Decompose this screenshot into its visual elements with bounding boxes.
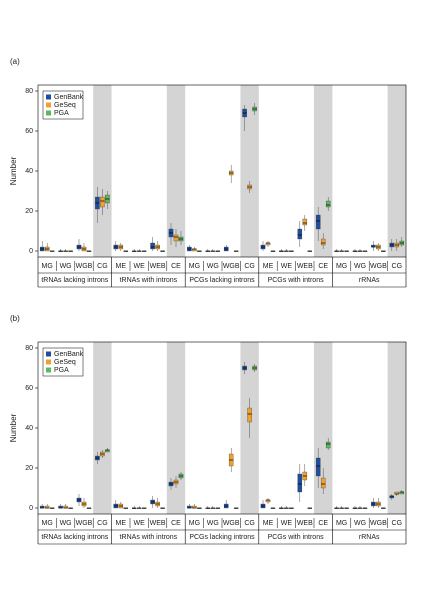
x-tick-label: ME: [263, 263, 274, 270]
x-tick-label: WGB: [370, 263, 387, 270]
x-tick-label: WGB: [223, 263, 240, 270]
x-tick-label: WGB: [76, 520, 93, 527]
legend-swatch: [46, 351, 51, 357]
box: [173, 234, 179, 242]
box: [315, 457, 321, 477]
x-tick-label: WG: [354, 520, 366, 527]
x-tick-label: MG: [42, 263, 53, 270]
panel-label: (a): [10, 57, 20, 66]
legend-swatch: [46, 102, 51, 108]
x-tick-label: MG: [189, 263, 200, 270]
y-tick-label: 0: [29, 505, 33, 512]
group-label: rRNAs: [359, 277, 380, 284]
y-tick-label: 0: [29, 248, 33, 255]
shade: [240, 85, 259, 257]
y-axis-label: Number: [9, 413, 18, 442]
legend-swatch: [46, 94, 51, 100]
shade: [387, 85, 406, 257]
panel-label: (b): [10, 314, 20, 323]
y-tick-label: 80: [25, 345, 33, 352]
legend-swatch: [46, 367, 51, 373]
x-tick-label: WG: [207, 263, 219, 270]
box: [315, 214, 321, 230]
legend-swatch: [46, 110, 51, 116]
box: [247, 407, 252, 423]
y-tick-label: 20: [25, 208, 33, 215]
x-tick-label: WG: [207, 520, 219, 527]
group-label: tRNAs lacking introns: [41, 534, 108, 541]
x-tick-label: WEB: [150, 520, 166, 527]
x-tick-label: WGB: [370, 520, 387, 527]
group-label: tRNAs lacking introns: [41, 277, 108, 284]
x-tick-label: WG: [60, 520, 72, 527]
legend-label: GeSeq: [54, 102, 76, 109]
group-label: PCGs with introns: [268, 534, 325, 541]
x-tick-label: WG: [60, 263, 72, 270]
x-tick-label: ME: [116, 520, 127, 527]
x-tick-label: WEB: [297, 263, 313, 270]
y-tick-label: 40: [25, 168, 33, 175]
x-tick-label: WE: [281, 520, 293, 527]
y-tick-label: 40: [25, 425, 33, 432]
x-tick-label: MG: [336, 263, 347, 270]
x-tick-label: WG: [354, 263, 366, 270]
x-tick-label: CG: [244, 520, 255, 527]
x-tick-label: CE: [171, 263, 181, 270]
group-label: PCGs lacking introns: [189, 534, 255, 541]
shade: [314, 85, 333, 257]
x-tick-label: CG: [244, 263, 255, 270]
x-tick-label: WGB: [223, 520, 240, 527]
x-tick-label: WEB: [150, 263, 166, 270]
x-tick-label: MG: [336, 520, 347, 527]
box: [325, 200, 331, 208]
legend-label: GeSeq: [54, 359, 76, 366]
y-tick-label: 20: [25, 465, 33, 472]
x-tick-label: CG: [392, 520, 403, 527]
box: [302, 218, 308, 226]
legend-label: PGA: [54, 110, 69, 117]
box: [325, 441, 331, 449]
box: [150, 242, 155, 250]
x-tick-label: CG: [392, 263, 403, 270]
x-tick-label: CG: [97, 520, 108, 527]
legend-swatch: [46, 359, 51, 365]
box: [320, 238, 326, 246]
shade: [166, 342, 186, 514]
shade: [166, 85, 186, 257]
x-tick-label: CE: [171, 520, 181, 527]
box: [297, 228, 303, 240]
group-label: PCGs lacking introns: [189, 277, 255, 284]
x-tick-label: ME: [263, 520, 274, 527]
box: [320, 477, 326, 489]
shade: [93, 342, 112, 514]
legend-label: GenBank: [54, 351, 84, 358]
shade: [93, 85, 112, 257]
x-tick-label: WE: [281, 263, 293, 270]
y-axis-label: Number: [9, 156, 18, 185]
group-label: PCGs with introns: [268, 277, 325, 284]
x-tick-label: WE: [134, 263, 146, 270]
legend-label: GenBank: [54, 94, 84, 101]
y-tick-label: 60: [25, 128, 33, 135]
x-tick-label: CE: [318, 520, 328, 527]
x-tick-label: CE: [318, 263, 328, 270]
x-tick-label: CG: [97, 263, 108, 270]
x-tick-label: MG: [42, 520, 53, 527]
box: [297, 473, 303, 493]
legend-label: PGA: [54, 367, 69, 374]
x-tick-label: WE: [134, 520, 146, 527]
y-tick-label: 80: [25, 88, 33, 95]
x-tick-label: WEB: [297, 520, 313, 527]
shade: [387, 342, 406, 514]
x-tick-label: ME: [116, 263, 127, 270]
box: [100, 196, 105, 208]
x-tick-label: WGB: [76, 263, 93, 270]
x-tick-label: MG: [189, 520, 200, 527]
y-tick-label: 60: [25, 385, 33, 392]
group-label: rRNAs: [359, 534, 380, 541]
group-label: tRNAs with introns: [120, 534, 178, 541]
group-label: tRNAs with introns: [120, 277, 178, 284]
